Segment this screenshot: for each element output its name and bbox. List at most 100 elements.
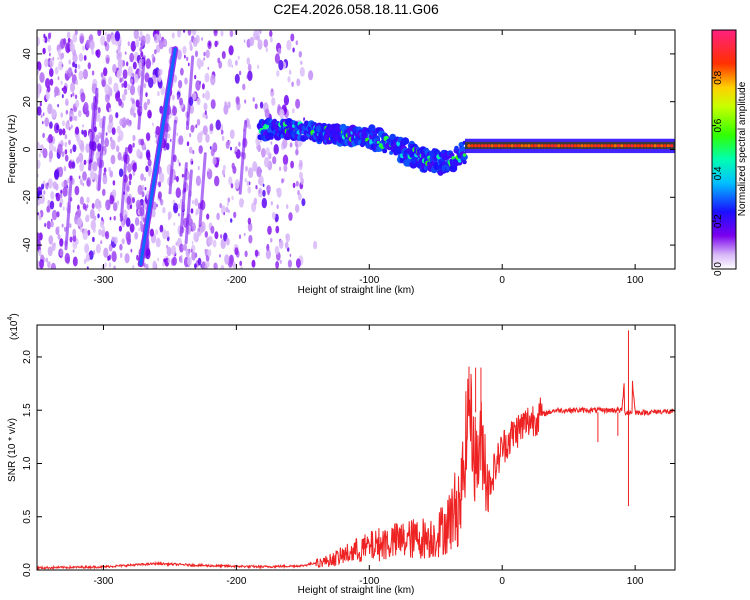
noise-speckle bbox=[67, 177, 70, 184]
noise-speckle bbox=[140, 138, 144, 146]
noise-speckle bbox=[73, 106, 77, 112]
snr-frame bbox=[36, 324, 676, 571]
noise-speckle bbox=[272, 156, 277, 165]
noise-speckle bbox=[72, 249, 75, 253]
noise-speckle bbox=[246, 180, 250, 186]
snr-scale-label: (x104) bbox=[7, 313, 20, 340]
noise-speckle bbox=[51, 242, 56, 252]
noise-speckle bbox=[171, 245, 177, 256]
noise-speckle bbox=[74, 63, 78, 69]
noise-speckle bbox=[37, 159, 41, 169]
noise-speckle bbox=[37, 83, 41, 92]
noise-speckle bbox=[128, 173, 133, 181]
carrier-peak bbox=[467, 144, 471, 148]
noise-speckle bbox=[230, 146, 232, 151]
noise-speckle bbox=[119, 252, 123, 258]
noise-speckle bbox=[209, 123, 214, 132]
noise-speckle bbox=[97, 107, 101, 114]
noise-speckle bbox=[245, 165, 248, 172]
noise-speckle bbox=[45, 91, 50, 101]
noise-speckle bbox=[204, 248, 207, 254]
noise-speckle bbox=[234, 178, 240, 189]
noise-speckle bbox=[83, 129, 88, 138]
noise-speckle bbox=[51, 108, 57, 119]
noise-speckle bbox=[253, 197, 258, 205]
noise-speckle bbox=[48, 150, 54, 160]
noise-speckle bbox=[194, 198, 199, 207]
noise-speckle bbox=[112, 63, 117, 73]
noise-speckle bbox=[160, 198, 164, 206]
noise-speckle bbox=[220, 264, 225, 269]
snr-xtick-label: -300 bbox=[93, 576, 113, 587]
noise-speckle bbox=[299, 159, 302, 164]
noise-speckle bbox=[168, 126, 171, 131]
noise-speckle bbox=[238, 234, 242, 239]
noise-speckle bbox=[125, 231, 131, 242]
noise-speckle bbox=[128, 180, 132, 186]
noise-speckle bbox=[214, 231, 219, 240]
noise-speckle bbox=[265, 249, 271, 260]
noise-speckle bbox=[97, 30, 102, 37]
noise-speckle bbox=[58, 60, 64, 71]
noise-speckle bbox=[195, 124, 198, 129]
noise-speckle bbox=[192, 30, 197, 36]
noise-speckle bbox=[103, 167, 107, 173]
noise-speckle bbox=[283, 94, 289, 106]
noise-speckle bbox=[176, 49, 182, 60]
noise-speckle bbox=[110, 154, 116, 165]
spectrogram-xtick-label: -300 bbox=[93, 275, 113, 286]
carrier-peak bbox=[530, 144, 534, 148]
noise-speckle bbox=[291, 81, 294, 87]
noise-speckle bbox=[192, 150, 195, 155]
noise-speckle bbox=[47, 103, 53, 115]
noise-speckle bbox=[107, 255, 110, 261]
noise-speckle bbox=[152, 122, 154, 126]
noise-speckle bbox=[89, 39, 95, 51]
noise-speckle bbox=[271, 211, 276, 220]
carrier-peak bbox=[600, 144, 604, 148]
noise-speckle bbox=[113, 82, 119, 93]
noise-speckle bbox=[233, 211, 237, 219]
noise-speckle bbox=[97, 132, 100, 137]
noise-speckle bbox=[69, 116, 73, 122]
noise-speckle bbox=[257, 144, 261, 153]
noise-speckle bbox=[44, 58, 49, 68]
noise-speckle bbox=[138, 227, 140, 232]
carrier-peak bbox=[646, 144, 651, 148]
noise-speckle bbox=[138, 69, 143, 77]
colorbar-tick-label: 0.4 bbox=[713, 166, 724, 180]
noise-speckle bbox=[118, 57, 122, 64]
noise-streak bbox=[168, 119, 177, 195]
noise-speckle bbox=[173, 222, 176, 226]
noise-speckle bbox=[257, 39, 263, 50]
noise-speckle bbox=[116, 125, 121, 134]
noise-speckle bbox=[43, 190, 46, 195]
noise-speckle bbox=[91, 70, 95, 76]
noise-speckle bbox=[168, 46, 173, 55]
colorbar-ticks: 0.0 0.2 0.4 0.6 0.8 bbox=[712, 70, 724, 276]
carrier-peak bbox=[593, 144, 597, 148]
noise-speckle bbox=[87, 229, 91, 236]
noise-speckle bbox=[194, 263, 197, 269]
noise-streak bbox=[119, 147, 129, 222]
noise-speckle bbox=[202, 125, 208, 136]
noise-speckle bbox=[298, 51, 302, 58]
noise-speckle bbox=[144, 146, 147, 150]
noise-speckle bbox=[124, 253, 130, 264]
carrier-peak bbox=[656, 144, 661, 148]
noise-speckle bbox=[295, 40, 298, 46]
noise-speckle bbox=[57, 56, 59, 61]
noise-speckle bbox=[125, 217, 131, 227]
noise-speckle bbox=[63, 179, 68, 189]
noise-speckle bbox=[79, 162, 84, 172]
noise-speckle bbox=[147, 166, 152, 175]
noise-speckle bbox=[197, 257, 202, 266]
snr-xlabel: Height of straight line (km) bbox=[298, 585, 415, 596]
noise-speckle bbox=[139, 206, 145, 217]
noise-speckle bbox=[77, 64, 81, 70]
noise-speckle bbox=[60, 189, 63, 194]
snr-ytick-label: 2.0 bbox=[22, 350, 33, 364]
trace-halo bbox=[401, 137, 410, 145]
noise-speckle bbox=[286, 204, 289, 210]
carrier-peak bbox=[580, 144, 584, 148]
